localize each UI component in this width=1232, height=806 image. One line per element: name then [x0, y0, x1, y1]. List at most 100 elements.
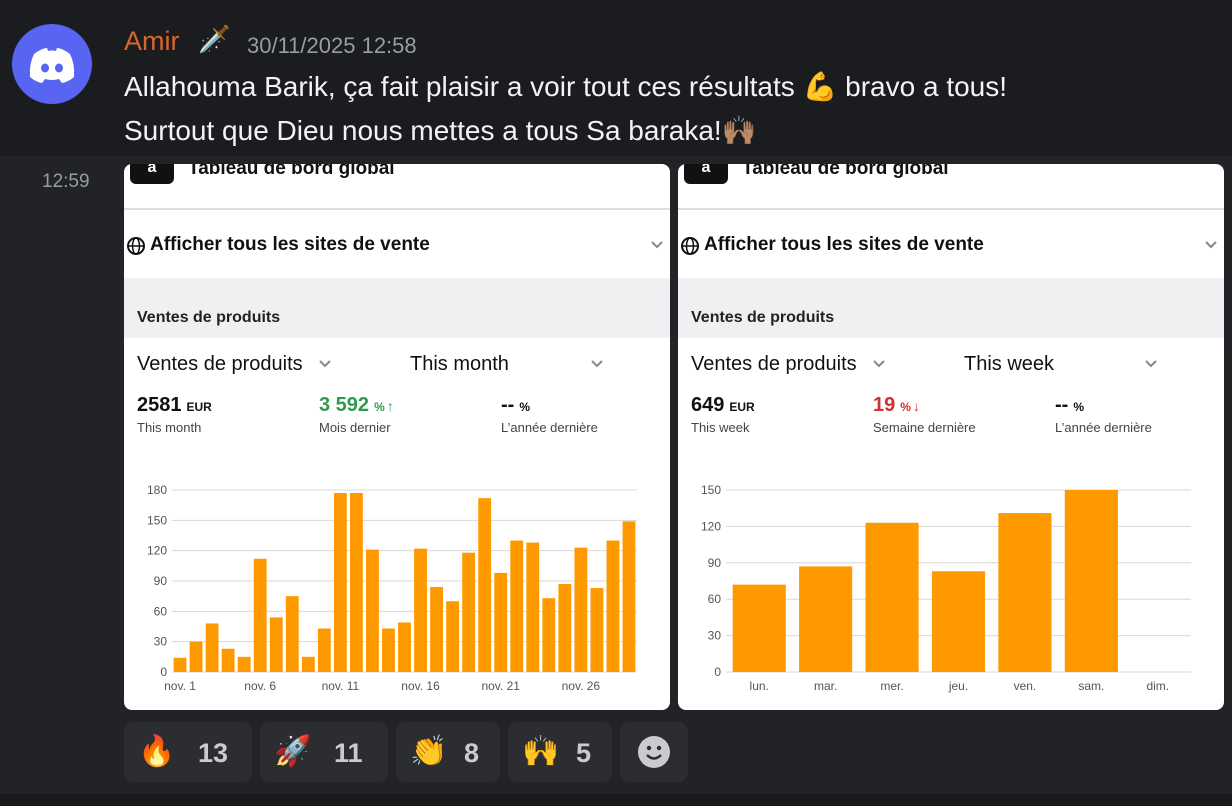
bar: [931, 571, 986, 672]
x-tick-label: nov. 16: [401, 679, 440, 693]
smiley-icon: [638, 736, 670, 768]
y-tick-label: 120: [147, 544, 167, 558]
stat-unit: %: [519, 400, 530, 414]
message-line: Allahouma Barik, ça fait plaisir a voir …: [124, 71, 1008, 102]
smiley: [646, 745, 652, 751]
stat-label: This month: [137, 420, 202, 435]
bar: [574, 547, 588, 672]
stat-value: 649: [691, 394, 725, 416]
bar: [317, 628, 331, 672]
chevron: [591, 360, 603, 368]
x-tick-label: nov. 26: [562, 679, 601, 693]
logo-box: [684, 164, 728, 184]
reaction[interactable]: 🙌 5: [508, 722, 612, 782]
stat-label: Mois dernier: [319, 420, 391, 435]
bar: [542, 598, 556, 672]
y-tick-label: 60: [154, 604, 168, 618]
bar: [414, 548, 427, 672]
stat-unit: EUR: [729, 400, 755, 414]
marketplace-selector[interactable]: Afficher tous les sites de vente: [150, 234, 430, 255]
period-selector[interactable]: This month: [410, 353, 509, 375]
section-title: Ventes de produits: [137, 309, 281, 326]
section-title: Ventes de produits: [691, 309, 835, 326]
globe-icon: [681, 237, 699, 255]
bar: [189, 641, 203, 672]
reaction-count: 8: [464, 738, 480, 768]
author[interactable]: Amir: [124, 26, 180, 56]
header-divider: [124, 208, 670, 210]
bar: [1064, 490, 1118, 672]
x-tick-label: nov. 1: [164, 679, 196, 693]
bar: [349, 493, 363, 672]
x-tick-label: sam.: [1078, 679, 1104, 693]
x-tick-label: lun.: [750, 679, 769, 693]
y-tick-label: 90: [154, 574, 168, 588]
bar: [478, 498, 492, 672]
x-tick-label: ven.: [1014, 679, 1037, 693]
avatar[interactable]: [12, 24, 92, 104]
bar: [526, 542, 540, 672]
bar: [510, 540, 524, 672]
chevron-path: [873, 360, 885, 368]
bar: [494, 572, 508, 672]
chart: 0 30 60 90 120 150 180 nov. 1 nov. 6 nov. 11 nov. …: [147, 483, 637, 693]
stat-label: Semaine dernière: [873, 420, 976, 435]
header-title: Tableau de bord global: [742, 164, 949, 179]
stat-label: L’année dernière: [501, 420, 598, 435]
stat-value: 2581: [137, 394, 182, 416]
reaction-emoji: 👏: [410, 735, 448, 768]
y-tick-label: 30: [708, 629, 722, 643]
bar: [253, 558, 267, 672]
bar: [221, 648, 235, 672]
globe-icon: [127, 237, 145, 255]
metric-selector[interactable]: Ventes de produits: [691, 353, 857, 375]
bar: [590, 588, 604, 672]
reaction[interactable]: 🔥 13: [124, 722, 252, 782]
chevron-path: [1205, 241, 1217, 249]
bar: [173, 657, 187, 672]
logo: a: [130, 164, 174, 184]
attachment-card[interactable]: a Tableau de bord global Afficher tous les…: [678, 164, 1224, 710]
stat-unit: %: [1073, 400, 1084, 414]
y-tick-label: 60: [708, 592, 722, 606]
reaction[interactable]: 🚀 11: [260, 722, 388, 782]
stat-value: 3 592: [319, 394, 370, 416]
metric-selector[interactable]: Ventes de produits: [137, 353, 303, 375]
bar: [333, 493, 347, 672]
header-title: Tableau de bord global: [188, 164, 395, 179]
x-tick-label: nov. 6: [244, 679, 276, 693]
chevron: [1145, 360, 1157, 368]
x-tick-label: jeu.: [948, 679, 968, 693]
reaction-emoji: 🙌: [522, 735, 560, 768]
followup-time: 12:59: [42, 171, 90, 192]
bar: [732, 584, 786, 672]
y-tick-label: 150: [701, 483, 721, 497]
stat-unit: EUR: [186, 400, 212, 414]
bar: [462, 552, 476, 672]
marketplace-selector[interactable]: Afficher tous les sites de vente: [704, 234, 984, 255]
bar: [446, 601, 460, 672]
x-tick-label: nov. 21: [481, 679, 520, 693]
attachment-card[interactable]: a Tableau de bord global Afficher tous les…: [124, 164, 670, 710]
bar: [269, 617, 283, 672]
chevron-path: [651, 241, 663, 249]
stat-value: 19: [873, 394, 896, 416]
stat-value-row: 649 EUR: [691, 394, 755, 417]
stat-trend: ↑: [386, 398, 394, 414]
add-reaction[interactable]: [620, 722, 688, 782]
y-tick-label: 90: [708, 556, 722, 570]
x-tick-label: nov. 11: [322, 679, 360, 693]
stat-value: --: [501, 394, 515, 416]
bar: [430, 587, 443, 672]
y-tick-label: 0: [714, 665, 721, 679]
logo-box: [130, 164, 174, 184]
reaction[interactable]: 👏 8: [396, 722, 500, 782]
message-line: Surtout que Dieu nous mettes a tous Sa b…: [124, 115, 757, 146]
y-tick-label: 180: [147, 483, 167, 497]
bar: [285, 596, 299, 672]
period-selector[interactable]: This week: [964, 353, 1055, 375]
timestamp: 30/11/2025 12:58: [247, 33, 417, 58]
logo-text: a: [702, 164, 711, 176]
reaction-emoji: 🚀: [274, 735, 312, 768]
section-band: [678, 278, 1224, 338]
